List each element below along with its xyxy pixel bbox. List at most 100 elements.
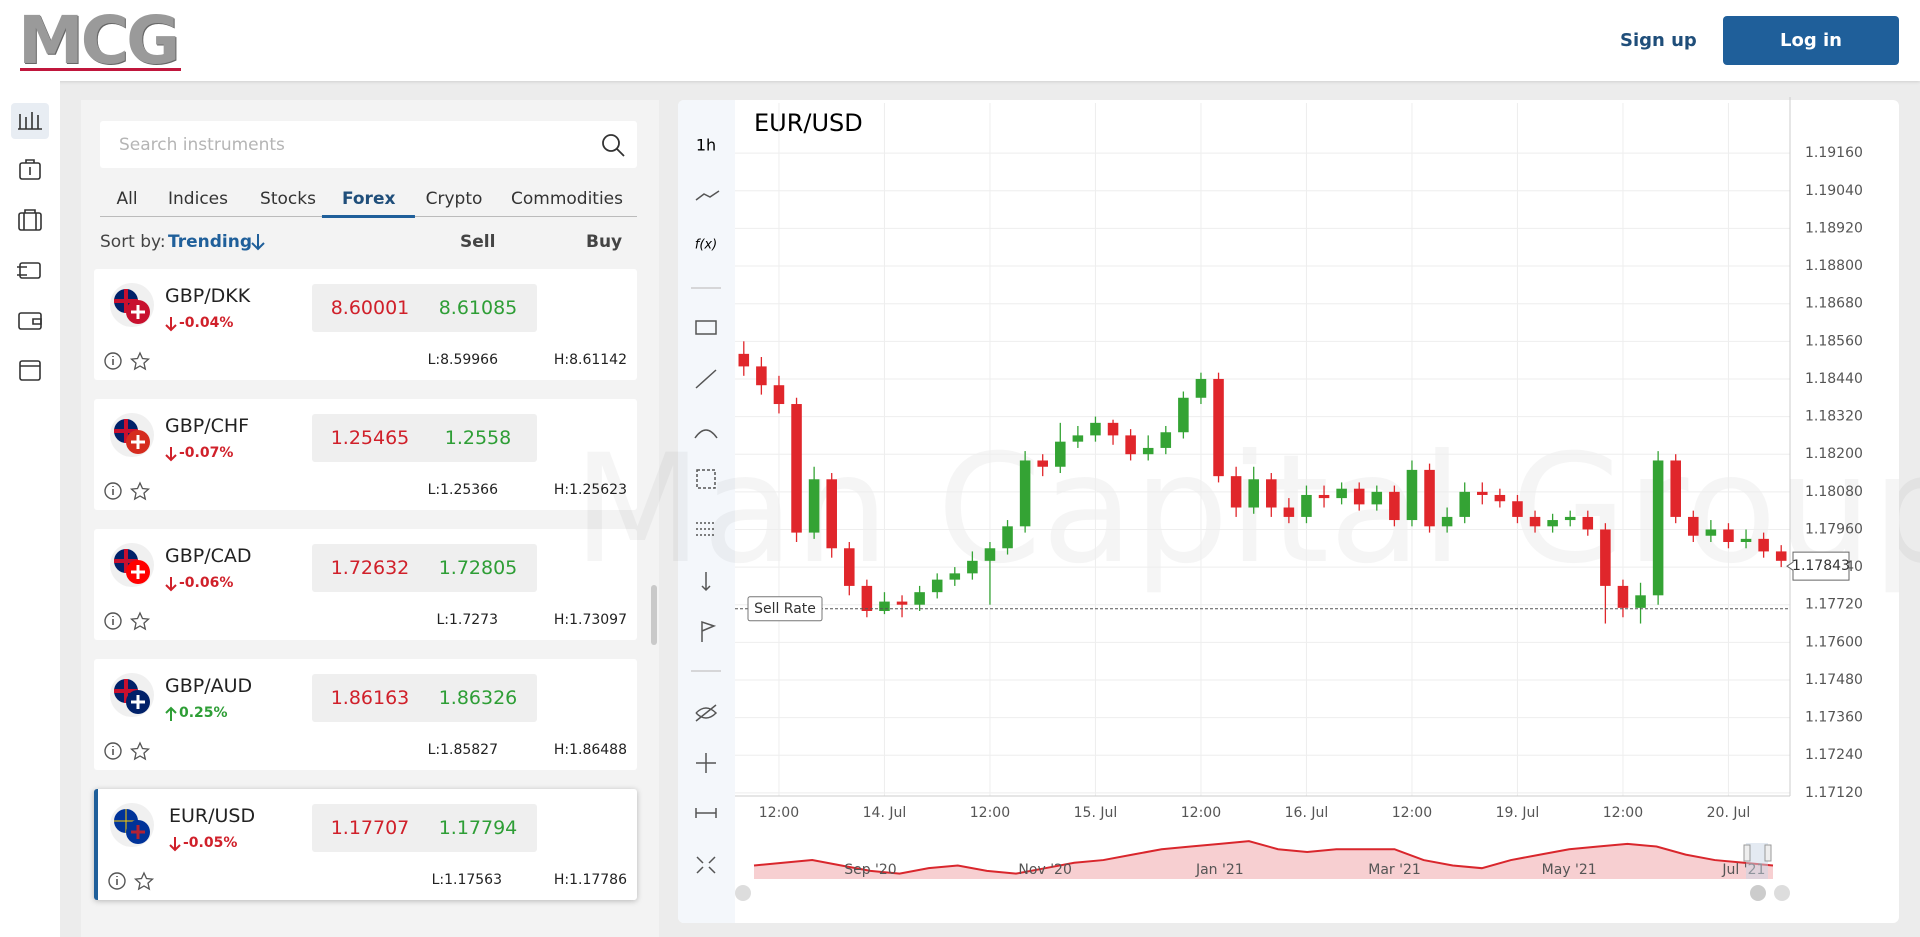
- line-tool[interactable]: [695, 369, 717, 389]
- y-tick-label: 1.17240: [1805, 747, 1863, 763]
- candle-body: [1494, 494, 1506, 502]
- instrument-card[interactable]: GBP/CHF -0.07% 1.25465 1.2558 L:1.25366 H:1.2…: [94, 399, 637, 510]
- tab[interactable]: Forex: [321, 189, 416, 218]
- navigator-label: Nov '20: [1018, 862, 1071, 878]
- candle-body: [756, 366, 767, 386]
- change-arrow: [165, 706, 177, 721]
- tab[interactable]: Crypto: [425, 189, 483, 209]
- chart-icon[interactable]: [18, 112, 42, 130]
- sell-price[interactable]: 1.72632: [312, 544, 428, 592]
- fullscreen-tool[interactable]: [696, 856, 716, 874]
- navigator-window: [1746, 843, 1768, 879]
- briefcase-icon[interactable]: [18, 209, 42, 231]
- candle-body: [1775, 551, 1787, 561]
- buy-price[interactable]: 1.17794: [419, 804, 537, 852]
- low: L:1.85827: [427, 742, 498, 758]
- search-box[interactable]: Search instruments: [100, 121, 637, 168]
- flag: [110, 543, 154, 587]
- card-icons[interactable]: [106, 870, 166, 892]
- candle-body: [984, 548, 996, 561]
- buy-price[interactable]: 1.2558: [419, 414, 537, 462]
- card-icons[interactable]: [102, 480, 162, 502]
- candle-body: [808, 479, 820, 533]
- y-tick-label: 1.17120: [1805, 785, 1863, 801]
- x-tick-label: 15. Jul: [1074, 805, 1118, 821]
- candle-body: [1090, 422, 1101, 436]
- low: L:1.25366: [427, 482, 498, 498]
- measure-tool[interactable]: [701, 572, 711, 592]
- timeframe-button[interactable]: 1h: [696, 136, 716, 155]
- crosshair-tool[interactable]: [696, 753, 716, 773]
- money-icon[interactable]: [19, 159, 41, 180]
- tab[interactable]: Stocks: [260, 189, 316, 209]
- y-tick-label: 1.19160: [1805, 145, 1863, 161]
- card-icons[interactable]: [102, 350, 162, 372]
- y-tick-label: 1.17960: [1805, 521, 1863, 537]
- curve-tool[interactable]: [694, 429, 718, 439]
- chart-type-icon[interactable]: [695, 190, 720, 201]
- candle-body: [949, 573, 961, 580]
- high: H:1.73097: [553, 612, 627, 628]
- sort-value[interactable]: Trending: [168, 232, 253, 252]
- wallet-icon[interactable]: [18, 312, 42, 330]
- buy-price[interactable]: 1.86326: [419, 674, 537, 722]
- y-tick-label: 1.17480: [1805, 672, 1863, 688]
- star-icon: [129, 611, 151, 631]
- buy-price[interactable]: 8.61085: [419, 284, 537, 332]
- text-tool[interactable]: [695, 320, 717, 335]
- candle-body: [1213, 378, 1224, 477]
- sort-arrow[interactable]: [250, 232, 266, 252]
- sell-price[interactable]: 8.60001: [312, 284, 428, 332]
- card-icons[interactable]: [102, 740, 162, 762]
- tab[interactable]: Indices: [168, 189, 228, 209]
- instrument-card[interactable]: GBP/CAD -0.06% 1.72632 1.72805 L:1.7273 H:1.7…: [94, 529, 637, 640]
- range-tool[interactable]: [695, 808, 717, 818]
- header: MCG Sign up Log in: [0, 0, 1920, 81]
- document-icon[interactable]: [19, 360, 41, 381]
- flag: [110, 413, 154, 457]
- instrument-card[interactable]: GBP/AUD 0.25% 1.86163 1.86326 L:1.85827 H:1.8…: [94, 659, 637, 770]
- instrument-card[interactable]: GBP/DKK -0.04% 8.60001 8.61085 L:8.59966 H:8.…: [94, 269, 637, 380]
- scroll-right[interactable]: [1774, 885, 1790, 901]
- flag: [110, 283, 154, 327]
- candle-body: [791, 404, 802, 533]
- x-tick-label: 14. Jul: [863, 805, 907, 821]
- candle-body: [1125, 435, 1136, 455]
- sell-price[interactable]: 1.86163: [312, 674, 428, 722]
- candle-body: [1371, 491, 1383, 505]
- flag-tool[interactable]: [701, 620, 717, 642]
- y-tick-label: 1.18920: [1805, 220, 1863, 236]
- card-icons[interactable]: [102, 610, 162, 632]
- scroll-thumb[interactable]: [1750, 885, 1766, 901]
- buy-price[interactable]: 1.72805: [419, 544, 537, 592]
- zoom-tool[interactable]: [696, 469, 716, 489]
- high: H:1.17786: [553, 872, 627, 888]
- tab[interactable]: All: [116, 189, 138, 209]
- high: H:8.61142: [553, 352, 627, 368]
- candle-body: [738, 353, 750, 367]
- log-in-button[interactable]: Log in: [1723, 16, 1899, 65]
- candle-body: [1055, 441, 1066, 467]
- sign-up[interactable]: Sign up: [1620, 30, 1697, 51]
- transfer-icon[interactable]: [17, 262, 41, 279]
- instrument-name: GBP/AUD: [165, 675, 253, 697]
- scrollbar[interactable]: [651, 585, 657, 645]
- candle-body: [1002, 526, 1013, 549]
- tab[interactable]: Commodities: [510, 189, 624, 209]
- change: -0.06%: [179, 575, 234, 591]
- search-icon[interactable]: [600, 132, 626, 158]
- x-tick-label: 20. Jul: [1707, 805, 1751, 821]
- instrument-card[interactable]: EUR/USD -0.05% 1.17707 1.17794 L:1.17563 H:1.…: [94, 789, 637, 900]
- logo-underline: [20, 68, 181, 71]
- scroll-left[interactable]: [735, 885, 751, 901]
- candle-body: [1389, 491, 1400, 521]
- indicators-button[interactable]: f(x): [695, 238, 717, 253]
- fib-tool[interactable]: [696, 522, 716, 536]
- low: L:1.7273: [436, 612, 498, 628]
- sell-price[interactable]: 1.17707: [312, 804, 428, 852]
- candle-body: [931, 579, 943, 593]
- sell-price[interactable]: 1.25465: [312, 414, 428, 462]
- hide-tool[interactable]: [695, 704, 718, 722]
- logo[interactable]: MCG: [18, 2, 180, 79]
